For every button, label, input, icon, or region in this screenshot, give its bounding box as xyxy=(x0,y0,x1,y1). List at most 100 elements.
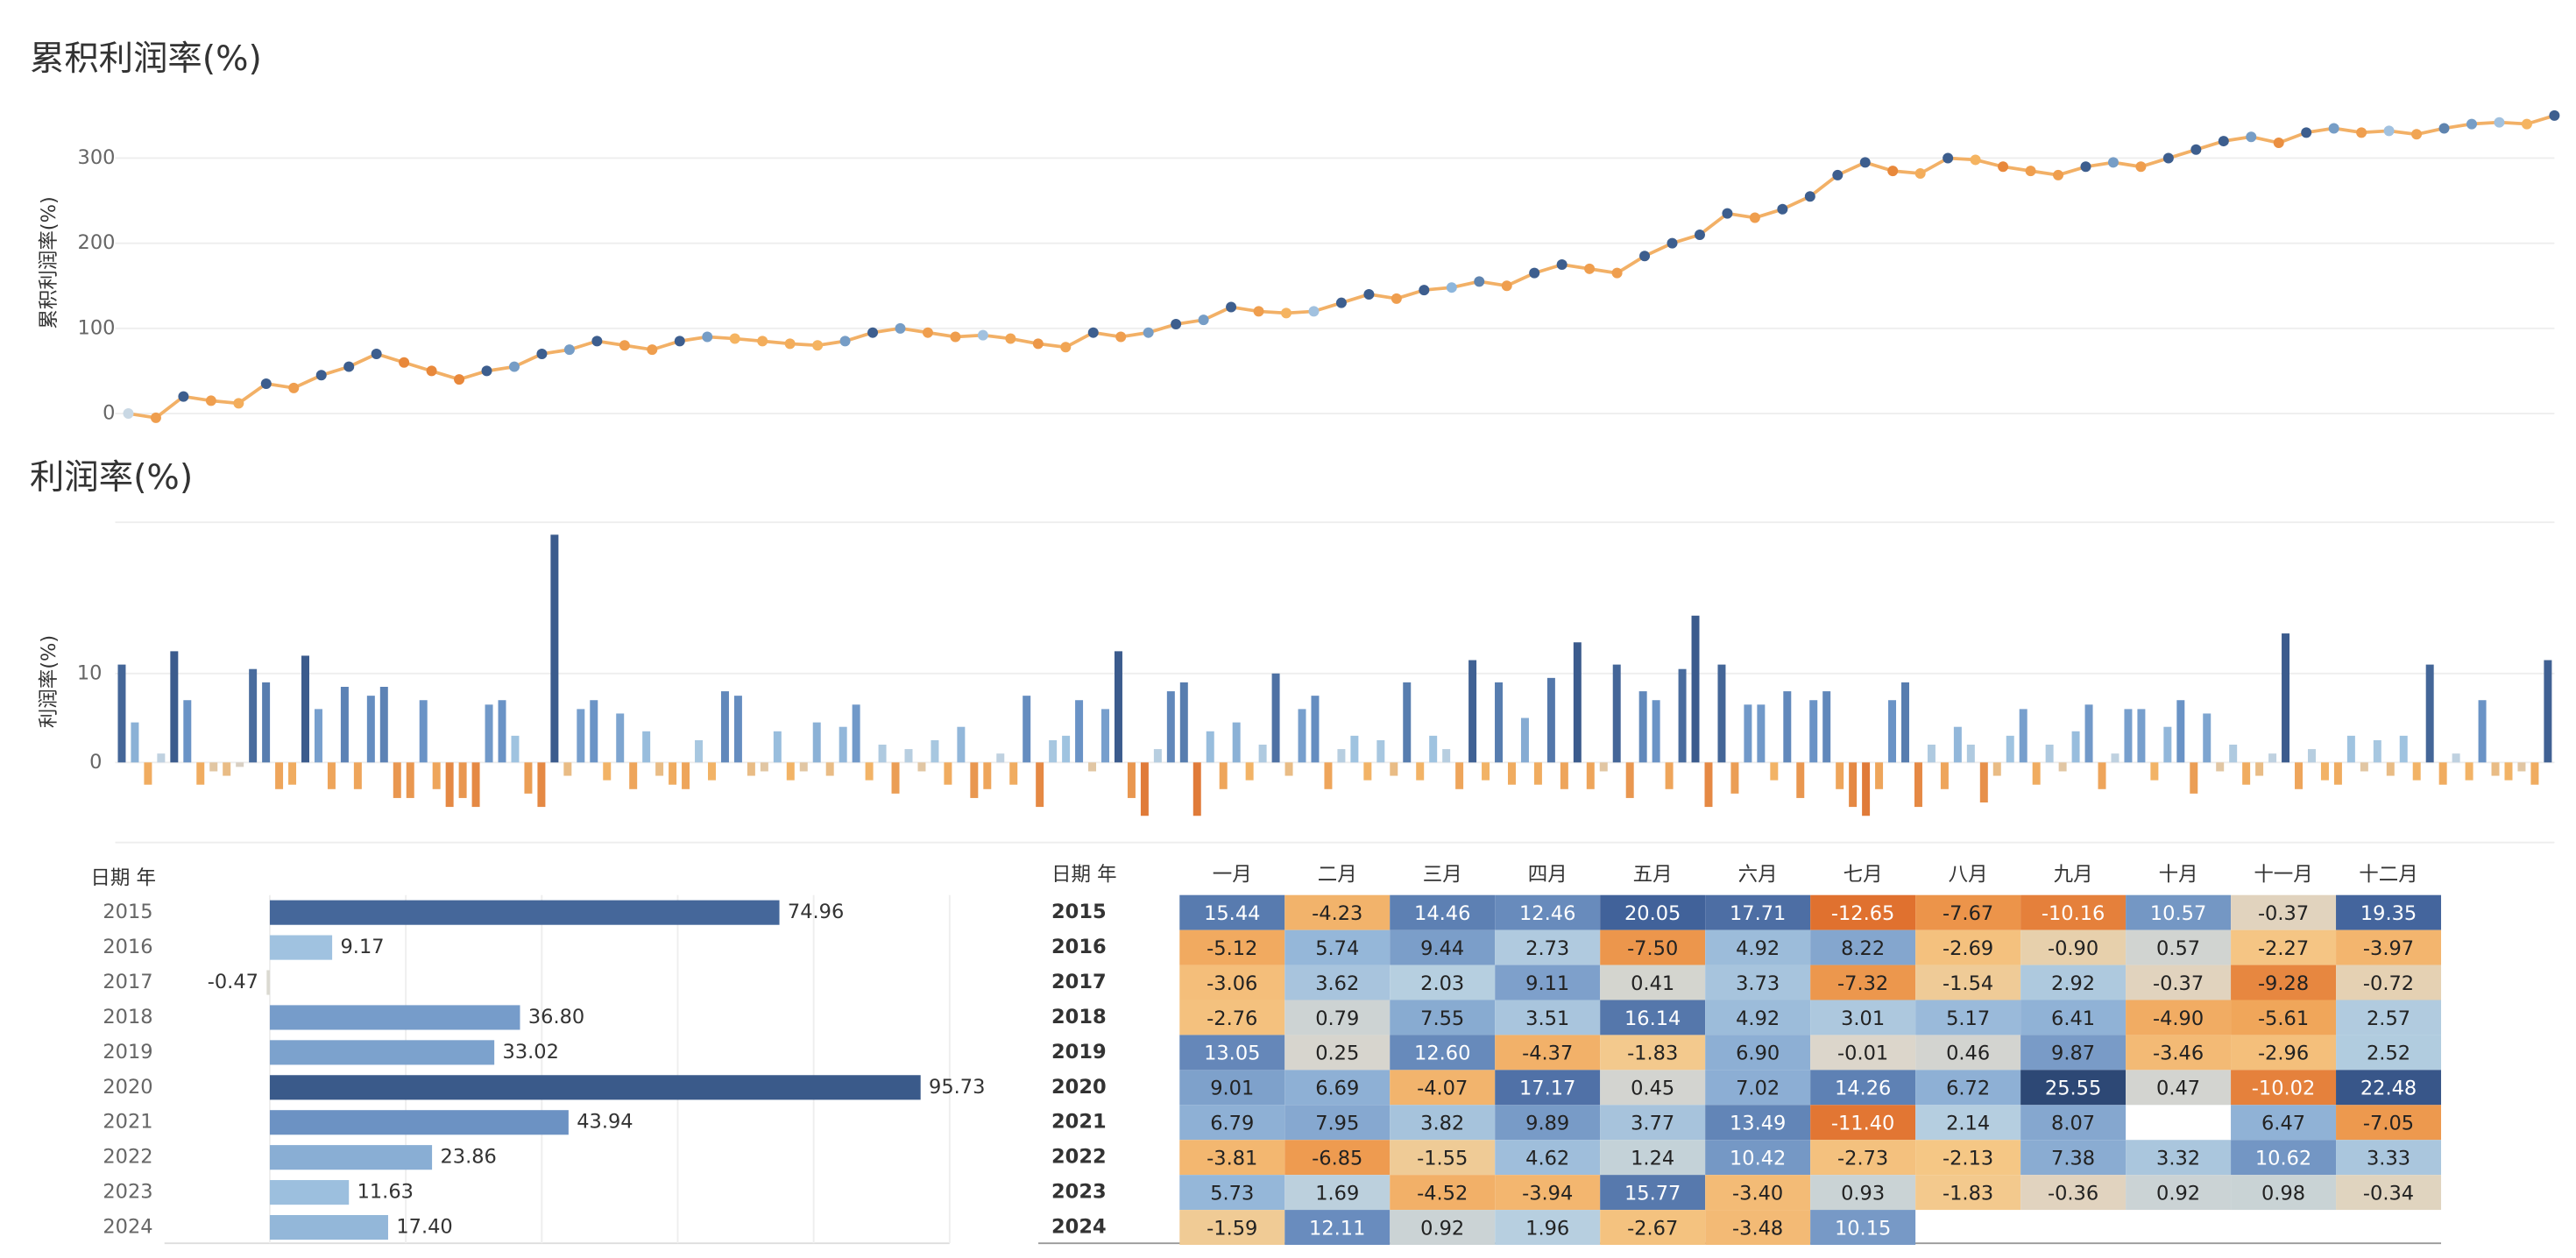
heat-cell xyxy=(1390,929,1496,965)
year-bar xyxy=(269,1214,388,1240)
cell-label: -10.02 xyxy=(2252,1078,2315,1100)
heat-cell xyxy=(1705,1175,1811,1211)
heat-cell xyxy=(2126,965,2232,1000)
heat-cell xyxy=(1915,1000,2021,1035)
line-title: 累积利润率(%) xyxy=(30,39,262,79)
cell-label: 7.38 xyxy=(2051,1148,2095,1170)
line-point xyxy=(1280,307,1292,319)
cell-label: 5.73 xyxy=(1210,1182,1254,1205)
heat-cell xyxy=(1705,965,1811,1000)
bar xyxy=(1127,762,1136,798)
line-point xyxy=(591,336,603,347)
bar xyxy=(1730,762,1739,794)
cell-label: 6.72 xyxy=(1946,1078,1990,1100)
heat-cell xyxy=(2020,1140,2127,1176)
cell-label: 10.15 xyxy=(1835,1217,1891,1240)
bar xyxy=(1390,762,1398,776)
bar xyxy=(957,726,966,763)
bar xyxy=(1927,745,1936,763)
bar xyxy=(2307,749,2316,763)
bar xyxy=(786,762,795,781)
cell-label: -12.65 xyxy=(1831,902,1894,925)
heat-cell xyxy=(1600,1175,1706,1211)
bar xyxy=(944,762,952,785)
cell-label: 3.82 xyxy=(1420,1113,1464,1135)
bar xyxy=(1691,615,1700,763)
year-label: 2021 xyxy=(1051,1111,1107,1134)
heat-cell xyxy=(2126,894,2232,930)
bar xyxy=(2491,762,2500,776)
bar xyxy=(1482,762,1490,781)
line-point xyxy=(1556,258,1568,270)
bar xyxy=(2137,709,2146,763)
bar xyxy=(1192,762,1201,816)
bar xyxy=(2320,762,2329,781)
cell-label: 17.17 xyxy=(1519,1078,1575,1100)
month-label: 一月 xyxy=(1213,864,1252,887)
year-label: 2023 xyxy=(103,1181,152,1204)
bar xyxy=(2386,762,2395,776)
heat-cell xyxy=(2231,1105,2337,1141)
heat-cell xyxy=(1179,1210,1285,1246)
bar xyxy=(366,696,375,763)
heat-cell xyxy=(2020,929,2127,965)
heat-cell xyxy=(1390,1000,1496,1035)
bar xyxy=(983,762,992,789)
bar xyxy=(839,726,847,763)
heat-cell xyxy=(1810,1140,1916,1176)
value-label: 23.86 xyxy=(440,1146,496,1169)
month-label: 三月 xyxy=(1423,864,1462,887)
heat-cell xyxy=(2020,1070,2127,1106)
line-point xyxy=(1832,169,1844,180)
cell-label: -3.97 xyxy=(2363,937,2414,960)
bar xyxy=(1258,745,1267,763)
heat-cell xyxy=(1705,894,1811,930)
heat-cell xyxy=(1810,1105,1916,1141)
bar xyxy=(288,762,297,785)
heat-cell xyxy=(1705,1210,1811,1246)
bar xyxy=(733,696,742,763)
heat-cell xyxy=(2020,1035,2127,1071)
heat-cell xyxy=(2126,1175,2232,1211)
bar xyxy=(2229,745,2238,763)
bar xyxy=(275,762,284,789)
cell-label: 4.62 xyxy=(1525,1148,1569,1170)
heat-cell xyxy=(1810,1000,1916,1035)
cell-label: -5.61 xyxy=(2258,1007,2309,1030)
bar xyxy=(524,762,533,794)
line-point xyxy=(647,344,658,356)
cell-label: -0.36 xyxy=(2048,1182,2098,1205)
line-point xyxy=(702,331,713,343)
line-point xyxy=(2273,138,2284,149)
line-point xyxy=(481,365,492,377)
heat-cell xyxy=(1390,1210,1496,1246)
heat-cell xyxy=(1600,1035,1706,1071)
bar xyxy=(393,762,401,798)
cell-label: 3.73 xyxy=(1736,972,1780,995)
y-tick-label: 300 xyxy=(78,146,116,169)
bar xyxy=(2203,713,2212,763)
bar xyxy=(131,722,139,763)
line-point xyxy=(2356,127,2367,138)
heat-cell xyxy=(1600,894,1706,930)
line-point xyxy=(977,329,988,341)
bar xyxy=(327,762,336,789)
bar xyxy=(1206,731,1214,763)
line-point xyxy=(950,331,961,343)
heat-cell xyxy=(1284,894,1391,930)
cell-label: 0.46 xyxy=(1946,1042,1990,1065)
line-point xyxy=(371,348,382,359)
year-label: 2023 xyxy=(1051,1181,1107,1204)
bar xyxy=(655,762,664,776)
heat-cell xyxy=(2336,1175,2442,1211)
bar xyxy=(2071,731,2080,763)
year-bar xyxy=(266,970,270,995)
bar xyxy=(1324,762,1333,789)
bar xyxy=(353,762,362,789)
line-point xyxy=(1474,276,1485,287)
line-point xyxy=(2080,161,2091,173)
bar xyxy=(485,704,493,763)
cell-label: 0.45 xyxy=(1631,1078,1674,1100)
line-point xyxy=(922,327,933,338)
year-bar xyxy=(269,1180,350,1205)
